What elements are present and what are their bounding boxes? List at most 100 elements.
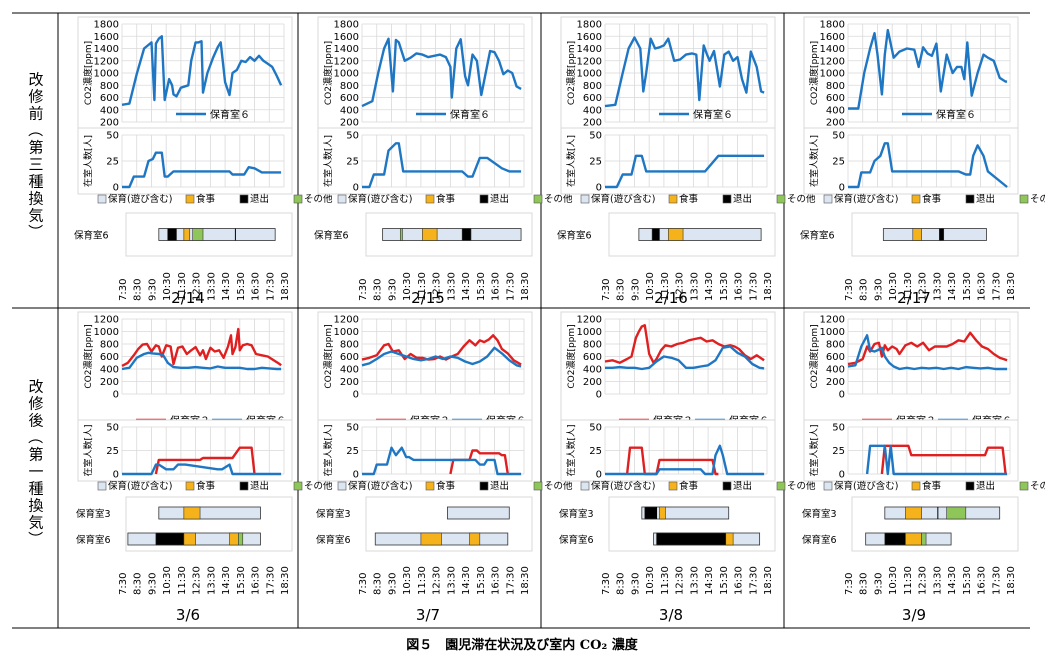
occ-tick-label: 25: [106, 157, 119, 168]
legend-label: 保育室６: [210, 108, 250, 121]
activity-legend-swatch: [911, 194, 921, 204]
activity-legend-swatch: [425, 481, 435, 491]
co2-tick-label: 1000: [94, 327, 119, 338]
schedule-block: [668, 228, 684, 241]
time-tick-label: 12:30: [192, 272, 203, 301]
activity-legend-label: その他: [544, 480, 573, 492]
occ-tick-label: 50: [832, 423, 845, 434]
occ-tick-label: 0: [113, 183, 119, 194]
co2-tick-label: 600: [340, 352, 359, 363]
activity-legend-swatch: [580, 194, 590, 204]
time-axis: 7:30 8:30 9:30 10:30 11:30 12:30 13:30 14:30 15:…: [118, 566, 291, 595]
time-tick-label: 11:30: [903, 272, 914, 301]
activity-legend: 保育(遊び含む) 食事 退出 その他: [580, 480, 816, 492]
time-tick-label: 14:30: [704, 566, 715, 595]
occ-tick-label: 25: [832, 446, 845, 457]
schedule-block: [238, 532, 244, 546]
occ-tick-label: 50: [106, 131, 119, 142]
panel-3-6: 020040060080010001200CO2濃度[ppm]保育室３保育室６0…: [76, 311, 333, 624]
row-label-char: 修: [28, 88, 43, 106]
co2-tick-label: 400: [100, 105, 119, 116]
occ-tick-label: 0: [839, 470, 845, 481]
time-tick-label: 7:30: [844, 573, 855, 595]
time-tick-label: 16:30: [491, 272, 502, 301]
schedule-room-label: 保育室6: [314, 230, 349, 242]
co2-tick-label: 1200: [94, 315, 119, 326]
co2-legend: 保育室６: [902, 108, 976, 121]
occ-axis-label: 在室人数[人]: [82, 424, 94, 476]
time-tick-label: 13:30: [689, 566, 700, 595]
activity-legend-label: 退出: [250, 480, 269, 492]
activity-legend-swatch: [97, 481, 107, 491]
occ-tick-label: 25: [346, 446, 359, 457]
time-tick-label: 17:30: [991, 566, 1002, 595]
activity-legend-swatch: [911, 481, 921, 491]
co2-tick-label: 800: [826, 340, 845, 351]
co2-tick-label: 400: [340, 105, 359, 116]
activity-legend: 保育(遊び含む) 食事 退出 その他: [97, 193, 333, 205]
time-tick-label: 15:30: [719, 272, 730, 301]
time-tick-label: 10:30: [888, 272, 899, 301]
activity-legend: 保育(遊び含む) 食事 退出 その他: [823, 193, 1045, 205]
row-label-char: 第: [28, 139, 43, 157]
activity-legend: 保育(遊び含む) 食事 退出 その他: [580, 193, 816, 205]
co2-legend: 保育室６: [416, 108, 490, 121]
activity-legend-label: 退出: [976, 193, 995, 205]
row-label-char: 気: [28, 207, 43, 225]
time-tick-label: 16:30: [977, 566, 988, 595]
time-tick-label: 14:30: [221, 566, 232, 595]
activity-legend-label: 保育(遊び含む): [348, 480, 412, 492]
co2-axis-label: CO2濃度[ppm]: [808, 324, 820, 388]
occ-tick-label: 50: [346, 423, 359, 434]
legend-label: 保育室６: [693, 108, 733, 121]
schedule-box: 保育室3 保育室6: [76, 496, 293, 552]
co2-line-保育室6: [847, 334, 1008, 371]
schedule-block: [183, 228, 191, 241]
time-tick-label: 11:30: [903, 566, 914, 595]
schedule-block: [725, 532, 734, 546]
row-label-char: 気: [28, 514, 43, 532]
legend-label: 保育室６: [450, 108, 490, 121]
co2-axis-label: CO2濃度[ppm]: [82, 41, 94, 105]
time-tick-label: 7:30: [844, 279, 855, 301]
co2-tick-label: 200: [340, 118, 359, 129]
time-tick-label: 10:30: [402, 272, 413, 301]
co2-tick-label: 1000: [334, 327, 359, 338]
activity-legend-label: 退出: [490, 480, 509, 492]
panel-3-8: 020040060080010001200CO2濃度[ppm]保育室３保育室６0…: [559, 311, 816, 624]
activity-legend-swatch: [185, 194, 195, 204]
occ-plot: 0 25 50 在室人数[人]: [803, 419, 1019, 482]
activity-legend-swatch: [823, 481, 833, 491]
co2-line-保育室6: [361, 37, 522, 108]
time-tick-label: 9:30: [630, 573, 641, 595]
occ-plot: 0 25 50 在室人数[人]: [77, 419, 293, 482]
occ-plot: 0 25 50 在室人数[人]: [560, 419, 776, 482]
time-tick-label: 7:30: [601, 279, 612, 301]
co2-legend: 保育室６: [176, 108, 250, 121]
occ-tick-label: 25: [832, 157, 845, 168]
time-tick-label: 8:30: [859, 573, 870, 595]
time-tick-label: 13:30: [446, 566, 457, 595]
time-tick-label: 12:30: [432, 272, 443, 301]
activity-legend-swatch: [239, 194, 249, 204]
occ-tick-label: 0: [353, 470, 359, 481]
activity-legend-label: 食事: [922, 480, 942, 492]
time-tick-label: 13:30: [689, 272, 700, 301]
time-tick-label: 8:30: [133, 279, 144, 301]
co2-plot-frame: [803, 16, 1019, 142]
co2-tick-label: 1800: [577, 20, 602, 31]
time-tick-label: 17:30: [748, 566, 759, 595]
schedule-block: [422, 228, 438, 241]
co2-tick-label: 1200: [577, 315, 602, 326]
activity-legend: 保育(遊び含む) 食事 退出 その他: [97, 480, 333, 492]
schedule-block: [420, 532, 442, 546]
activity-legend-label: 食事: [196, 193, 216, 205]
schedule-room-label: 保育室6: [802, 534, 837, 546]
occ-plot: 0 25 50 在室人数[人]: [803, 127, 1019, 195]
activity-legend-label: その他: [1030, 193, 1045, 205]
co2-tick-label: 600: [583, 93, 602, 104]
activity-legend-swatch: [239, 481, 249, 491]
